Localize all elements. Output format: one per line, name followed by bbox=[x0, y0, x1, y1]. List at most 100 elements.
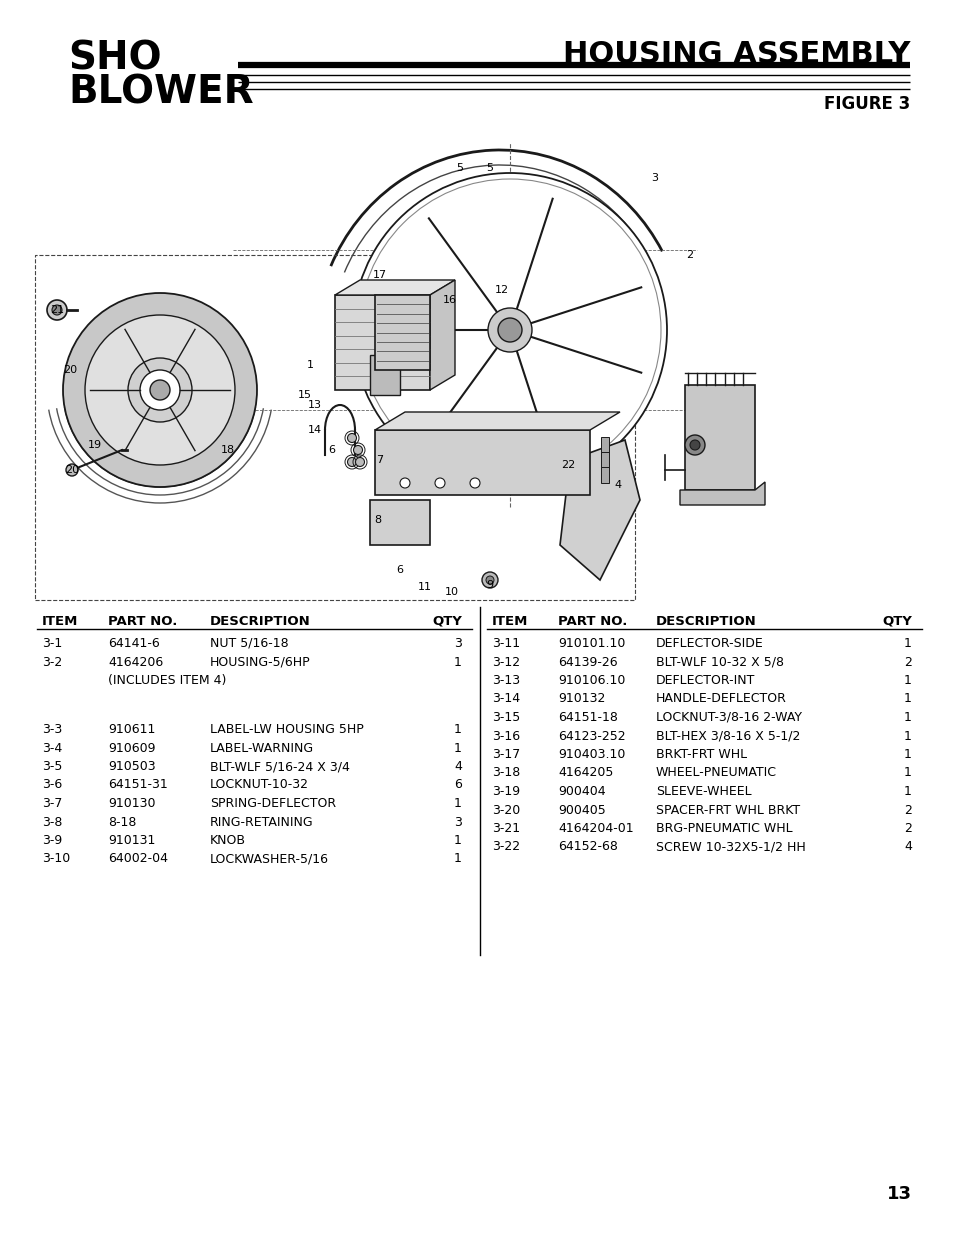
Text: 17: 17 bbox=[373, 270, 387, 280]
Text: BRG-PNEUMATIC WHL: BRG-PNEUMATIC WHL bbox=[656, 823, 792, 835]
Text: 3-20: 3-20 bbox=[492, 804, 519, 816]
Text: PART NO.: PART NO. bbox=[108, 615, 177, 629]
Text: BLT-WLF 10-32 X 5/8: BLT-WLF 10-32 X 5/8 bbox=[656, 656, 783, 668]
Text: 64151-31: 64151-31 bbox=[108, 778, 168, 792]
Text: 3-11: 3-11 bbox=[492, 637, 519, 650]
Text: 1: 1 bbox=[454, 722, 461, 736]
Text: SPACER-FRT WHL BRKT: SPACER-FRT WHL BRKT bbox=[656, 804, 800, 816]
Text: 6: 6 bbox=[328, 445, 335, 454]
Text: 1: 1 bbox=[454, 741, 461, 755]
Text: 19: 19 bbox=[88, 440, 102, 450]
Text: 1: 1 bbox=[903, 674, 911, 687]
Text: 11: 11 bbox=[417, 582, 432, 592]
Text: 7: 7 bbox=[376, 454, 383, 466]
Text: 20: 20 bbox=[65, 466, 79, 475]
Bar bbox=[600, 437, 608, 453]
Text: SHO: SHO bbox=[68, 40, 161, 78]
Text: RING-RETAINING: RING-RETAINING bbox=[210, 815, 314, 829]
Circle shape bbox=[353, 173, 666, 487]
Text: 3-1: 3-1 bbox=[42, 637, 62, 650]
Text: 3-10: 3-10 bbox=[42, 852, 71, 866]
Text: BLT-HEX 3/8-16 X 5-1/2: BLT-HEX 3/8-16 X 5-1/2 bbox=[656, 730, 800, 742]
Text: LOCKWASHER-5/16: LOCKWASHER-5/16 bbox=[210, 852, 329, 866]
Text: 8-18: 8-18 bbox=[108, 815, 136, 829]
Circle shape bbox=[470, 478, 479, 488]
Text: 4: 4 bbox=[454, 760, 461, 773]
Text: 20: 20 bbox=[63, 366, 77, 375]
Circle shape bbox=[150, 380, 170, 400]
Text: NUT 5/16-18: NUT 5/16-18 bbox=[210, 637, 289, 650]
Text: 2: 2 bbox=[903, 804, 911, 816]
Circle shape bbox=[354, 446, 362, 454]
Text: 2: 2 bbox=[686, 249, 693, 261]
Text: 1: 1 bbox=[903, 637, 911, 650]
Text: 6: 6 bbox=[396, 564, 403, 576]
Text: (INCLUDES ITEM 4): (INCLUDES ITEM 4) bbox=[108, 674, 226, 687]
Text: 1: 1 bbox=[903, 785, 911, 798]
Text: 4164204-01: 4164204-01 bbox=[558, 823, 633, 835]
Text: 3-22: 3-22 bbox=[492, 841, 519, 853]
Text: 3-6: 3-6 bbox=[42, 778, 62, 792]
Text: 910611: 910611 bbox=[108, 722, 155, 736]
Text: 3: 3 bbox=[454, 815, 461, 829]
Circle shape bbox=[689, 440, 700, 450]
Text: 4: 4 bbox=[614, 480, 621, 490]
Text: 64139-26: 64139-26 bbox=[558, 656, 617, 668]
Text: 64141-6: 64141-6 bbox=[108, 637, 159, 650]
Text: 3-18: 3-18 bbox=[492, 767, 519, 779]
Text: 18: 18 bbox=[221, 445, 234, 454]
Text: HOUSING-5/6HP: HOUSING-5/6HP bbox=[210, 656, 311, 668]
Circle shape bbox=[347, 433, 356, 442]
Text: 4164206: 4164206 bbox=[108, 656, 163, 668]
Text: BLOWER: BLOWER bbox=[68, 73, 253, 111]
Text: LOCKNUT-3/8-16 2-WAY: LOCKNUT-3/8-16 2-WAY bbox=[656, 711, 801, 724]
Text: 15: 15 bbox=[297, 390, 312, 400]
Text: LABEL-WARNING: LABEL-WARNING bbox=[210, 741, 314, 755]
Text: 13: 13 bbox=[308, 400, 322, 410]
Circle shape bbox=[485, 576, 494, 584]
Circle shape bbox=[399, 478, 410, 488]
Polygon shape bbox=[335, 295, 430, 390]
Text: 1: 1 bbox=[903, 711, 911, 724]
Text: 21: 21 bbox=[50, 305, 64, 315]
Text: 2: 2 bbox=[903, 656, 911, 668]
Text: 64123-252: 64123-252 bbox=[558, 730, 625, 742]
Text: 64152-68: 64152-68 bbox=[558, 841, 618, 853]
Text: 910106.10: 910106.10 bbox=[558, 674, 625, 687]
Text: 3-16: 3-16 bbox=[492, 730, 519, 742]
Text: 3-2: 3-2 bbox=[42, 656, 62, 668]
Text: 1: 1 bbox=[903, 767, 911, 779]
Bar bbox=[370, 500, 430, 545]
Polygon shape bbox=[375, 412, 619, 430]
Text: 3-21: 3-21 bbox=[492, 823, 519, 835]
Text: 16: 16 bbox=[442, 295, 456, 305]
Text: DEFLECTOR-INT: DEFLECTOR-INT bbox=[656, 674, 755, 687]
Text: 8: 8 bbox=[374, 515, 381, 525]
Bar bbox=[375, 430, 589, 495]
Text: DESCRIPTION: DESCRIPTION bbox=[210, 615, 311, 629]
Text: 900405: 900405 bbox=[558, 804, 605, 816]
Text: 1: 1 bbox=[903, 748, 911, 761]
Text: QTY: QTY bbox=[432, 615, 461, 629]
Circle shape bbox=[128, 358, 192, 422]
Text: 910132: 910132 bbox=[558, 693, 605, 705]
Text: 6: 6 bbox=[454, 778, 461, 792]
Text: FIGURE 3: FIGURE 3 bbox=[822, 95, 909, 112]
Bar bbox=[600, 452, 608, 468]
Text: 910403.10: 910403.10 bbox=[558, 748, 625, 761]
Text: DEFLECTOR-SIDE: DEFLECTOR-SIDE bbox=[656, 637, 763, 650]
Text: HANDLE-DEFLECTOR: HANDLE-DEFLECTOR bbox=[656, 693, 786, 705]
Text: 22: 22 bbox=[560, 459, 575, 471]
Bar bbox=[375, 295, 430, 370]
Text: 1: 1 bbox=[454, 834, 461, 847]
Text: KNOB: KNOB bbox=[210, 834, 246, 847]
Text: 3-7: 3-7 bbox=[42, 797, 62, 810]
Text: 1: 1 bbox=[454, 852, 461, 866]
Circle shape bbox=[684, 435, 704, 454]
Text: 1: 1 bbox=[903, 693, 911, 705]
Circle shape bbox=[85, 315, 234, 466]
Text: QTY: QTY bbox=[882, 615, 911, 629]
Text: 910503: 910503 bbox=[108, 760, 155, 773]
Circle shape bbox=[497, 317, 521, 342]
Bar bbox=[600, 467, 608, 483]
